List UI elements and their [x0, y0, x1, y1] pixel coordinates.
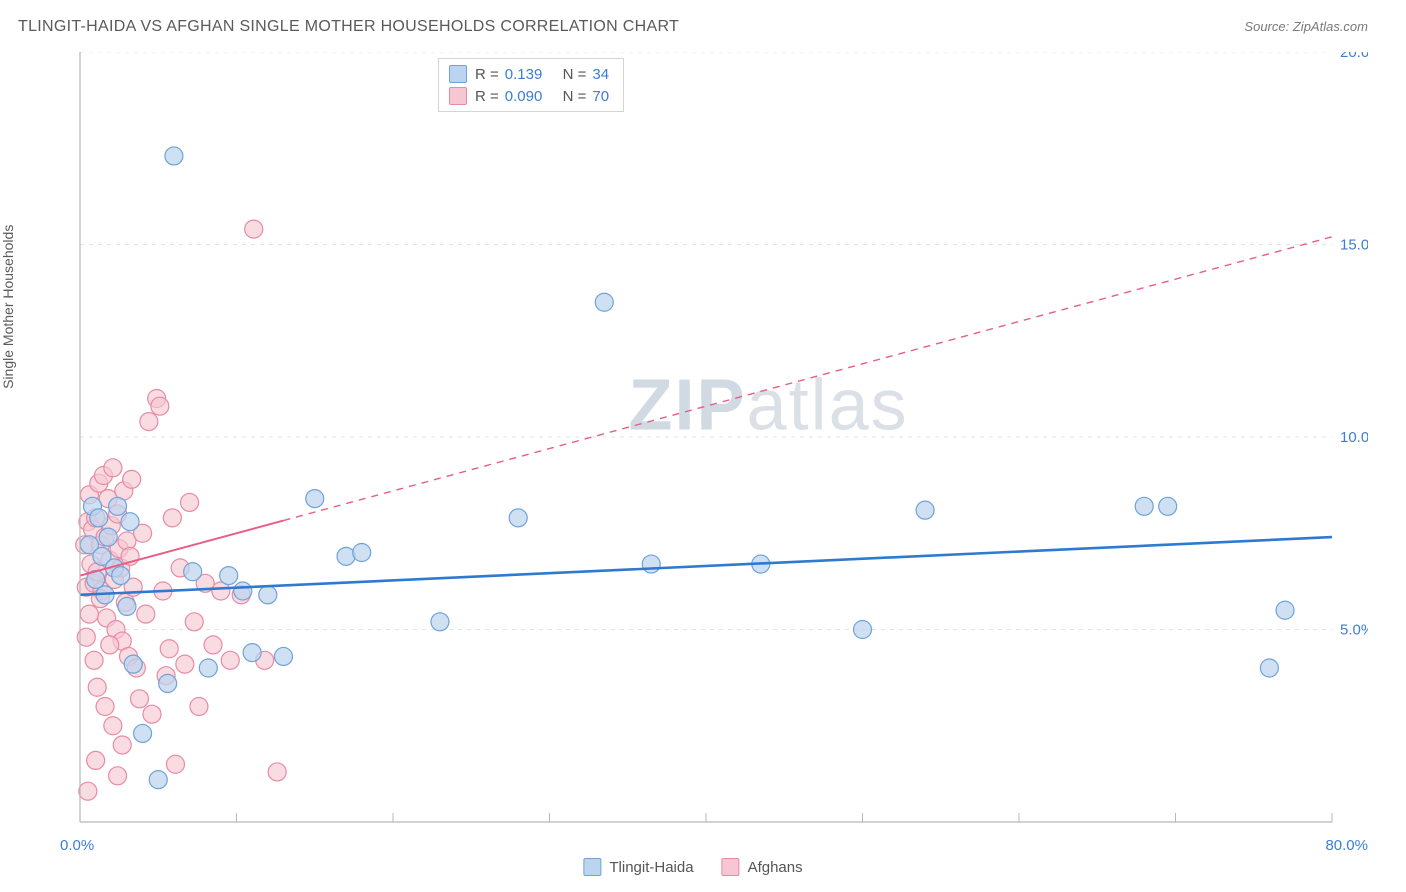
tlingit-point — [642, 555, 660, 573]
afghans-point — [163, 509, 181, 527]
rn-row-tlingit: R = 0.139 N = 34 — [449, 63, 609, 85]
tlingit-swatch-icon — [449, 65, 467, 83]
legend-item-afghans: Afghans — [722, 858, 803, 876]
tlingit-point — [274, 647, 292, 665]
afghans-point — [123, 470, 141, 488]
tlingit-point — [90, 509, 108, 527]
svg-text:ZIPatlas: ZIPatlas — [629, 365, 909, 445]
tlingit-point — [118, 597, 136, 615]
tlingit-point — [112, 567, 130, 585]
y-axis-label: Single Mother Households — [0, 225, 16, 389]
tlingit-point — [199, 659, 217, 677]
afghans-point — [181, 493, 199, 511]
tlingit-point — [353, 544, 371, 562]
chart-header: TLINGIT-HAIDA VS AFGHAN SINGLE MOTHER HO… — [18, 18, 1368, 36]
tlingit-point — [121, 513, 139, 531]
tlingit-point — [1260, 659, 1278, 677]
rn-text: R = 0.139 N = 34 — [475, 66, 609, 83]
chart-area: Single Mother Households ZIPatlas5.0%10.… — [18, 52, 1368, 874]
chart-title: TLINGIT-HAIDA VS AFGHAN SINGLE MOTHER HO… — [18, 18, 679, 36]
source-name: ZipAtlas.com — [1293, 19, 1368, 34]
afghans-point — [79, 782, 97, 800]
tlingit-point — [109, 497, 127, 515]
rn-row-afghans: R = 0.090 N = 70 — [449, 85, 609, 107]
y-tick-label: 10.0% — [1340, 429, 1368, 446]
tlingit-point — [259, 586, 277, 604]
afghans-point — [104, 717, 122, 735]
afghans-point — [160, 640, 178, 658]
legend-label: Afghans — [748, 859, 803, 876]
afghans-point — [221, 651, 239, 669]
afghans-point — [113, 736, 131, 754]
afghans-point — [109, 767, 127, 785]
tlingit-swatch-icon — [583, 858, 601, 876]
afghans-point — [85, 651, 103, 669]
tlingit-trendline — [80, 537, 1332, 595]
afghans-point — [104, 459, 122, 477]
tlingit-point — [234, 582, 252, 600]
afghans-point — [245, 220, 263, 238]
afghans-swatch-icon — [722, 858, 740, 876]
source-attribution: Source: ZipAtlas.com — [1244, 19, 1368, 34]
afghans-point — [140, 413, 158, 431]
tlingit-point — [509, 509, 527, 527]
tlingit-point — [134, 724, 152, 742]
tlingit-point — [184, 563, 202, 581]
tlingit-point — [854, 621, 872, 639]
x-tick-label: 0.0% — [60, 837, 94, 854]
afghans-point — [185, 613, 203, 631]
afghans-point — [268, 763, 286, 781]
tlingit-point — [916, 501, 934, 519]
afghans-point — [176, 655, 194, 673]
afghans-swatch-icon — [449, 87, 467, 105]
afghans-point — [204, 636, 222, 654]
tlingit-point — [220, 567, 238, 585]
y-tick-label: 20.0% — [1340, 52, 1368, 61]
legend-label: Tlingit-Haida — [609, 859, 693, 876]
scatter-chart: ZIPatlas 5.0% 10.0% 15.0% 20.0% 0.0% 80.0% — [18, 52, 1368, 874]
afghans-point — [143, 705, 161, 723]
afghans-point — [137, 605, 155, 623]
correlation-legend: R = 0.139 N = 34 R = 0.090 N = 70 — [438, 58, 624, 112]
rn-text: R = 0.090 N = 70 — [475, 88, 609, 105]
tlingit-point — [243, 644, 261, 662]
afghans-point — [130, 690, 148, 708]
tlingit-point — [595, 293, 613, 311]
x-tick-label: 80.0% — [1325, 837, 1368, 854]
afghans-point — [190, 698, 208, 716]
y-tick-label: 15.0% — [1340, 237, 1368, 254]
tlingit-point — [1276, 601, 1294, 619]
tlingit-point — [165, 147, 183, 165]
legend-item-tlingit: Tlingit-Haida — [583, 858, 693, 876]
source-prefix: Source: — [1244, 19, 1289, 34]
tlingit-point — [1135, 497, 1153, 515]
afghans-point — [80, 605, 98, 623]
afghans-point — [87, 751, 105, 769]
tlingit-point — [337, 547, 355, 565]
tlingit-point — [306, 490, 324, 508]
afghans-point — [88, 678, 106, 696]
series-legend: Tlingit-Haida Afghans — [583, 858, 802, 876]
y-tick-label: 5.0% — [1340, 622, 1368, 639]
tlingit-point — [1159, 497, 1177, 515]
afghans-point — [96, 698, 114, 716]
afghans-point — [151, 397, 169, 415]
tlingit-point — [149, 771, 167, 789]
afghans-point — [166, 755, 184, 773]
tlingit-point — [99, 528, 117, 546]
tlingit-point — [124, 655, 142, 673]
tlingit-point — [431, 613, 449, 631]
tlingit-point — [159, 674, 177, 692]
afghans-point — [101, 636, 119, 654]
